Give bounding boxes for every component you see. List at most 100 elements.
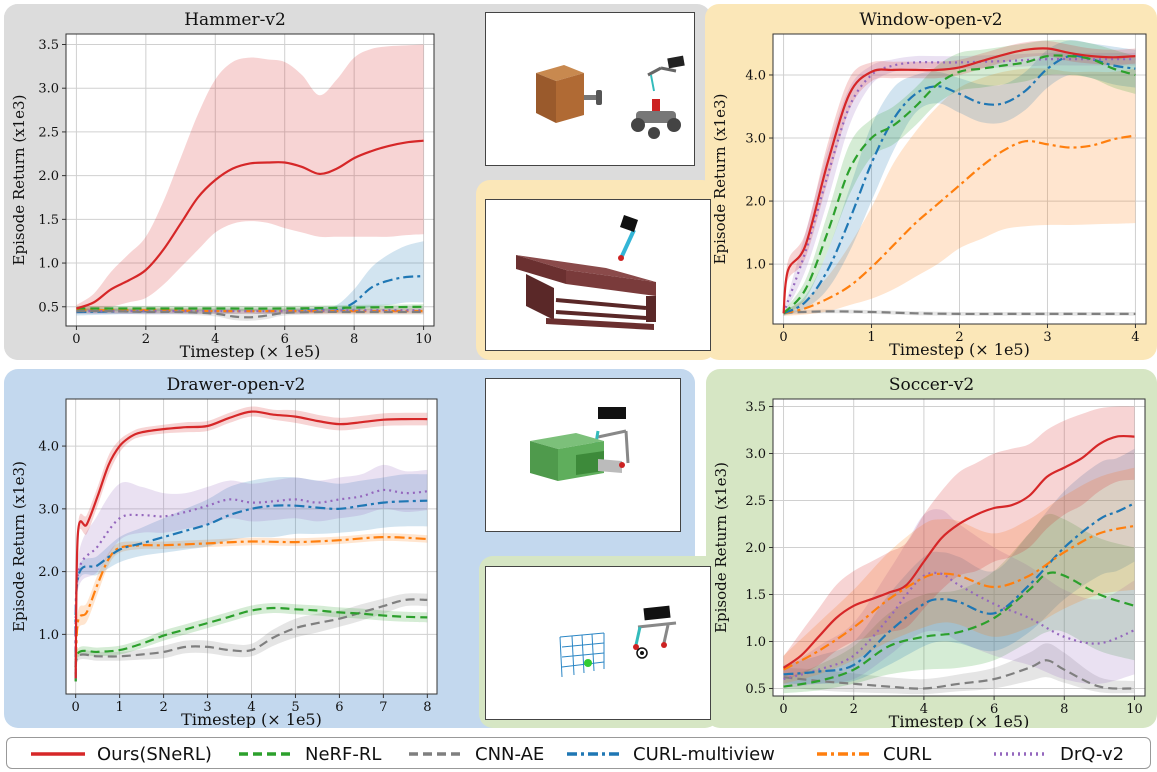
x-tick-label: 3 (1043, 330, 1051, 345)
y-tick-label: 1.0 (745, 635, 766, 650)
robot-gripper (667, 55, 685, 69)
soccer-goal (559, 632, 605, 678)
legend-label: NeRF-RL (305, 743, 382, 765)
x-tick-label: 10 (1126, 702, 1143, 717)
y-tick-label: 4.0 (745, 68, 766, 83)
x-tick-label: 10 (415, 332, 432, 347)
band-drq (75, 464, 428, 682)
thumbnail-soccer (485, 566, 711, 720)
x-tick-label: 0 (779, 330, 787, 345)
series-line-drq (74, 488, 428, 679)
y-tick-label: 3.0 (38, 502, 59, 517)
legend-swatch-cnn-ae (409, 752, 463, 756)
legend-item-curl-multiview: CURL-multiview (565, 743, 775, 765)
legend-swatch-nerf-rl (239, 752, 293, 756)
legend-swatch-ours (31, 752, 85, 756)
y-tick-label: 0.5 (745, 682, 766, 697)
band-ours (76, 44, 424, 312)
chart-title: Drawer-open-v2 (166, 375, 306, 395)
thumbnail-window-open (485, 199, 711, 351)
chart-title: Soccer-v2 (888, 375, 975, 395)
series-line-drq (783, 571, 1135, 681)
series-line-curl (74, 535, 428, 679)
series-line-cnnae (74, 598, 428, 682)
y-tick-label: 1.0 (38, 257, 59, 272)
x-tick-label: 8 (423, 700, 431, 715)
x-tick-label: 2 (159, 700, 167, 715)
legend-item-curl: CURL (815, 743, 931, 765)
x-axis-label: Timestep (× 1e5) (889, 340, 1030, 359)
y-tick-label: 2.0 (745, 195, 766, 210)
band-curl (783, 68, 1136, 316)
chart-soccer: Soccer-v2 0 2 4 6 8 10 0.5 1.0 1.5 2.0 2.5 3.0 3.5 Ti… (706, 369, 1157, 728)
series-line-ours (76, 139, 424, 310)
series-line-curlmv (74, 499, 428, 679)
legend: Ours(SNeRL) NeRF-RL CNN-AE CURL-multivie… (6, 737, 1151, 769)
y-tick-label: 3.0 (745, 447, 766, 462)
legend-label: CURL (883, 743, 932, 765)
series-line-cnnae (76, 309, 424, 319)
nail-head (596, 90, 602, 105)
legend-swatch-drq-v2 (994, 752, 1048, 756)
series-line-curlmv (783, 502, 1135, 676)
chart-drawer-open: Drawer-open-v2 0 1 2 3 4 5 6 7 8 1.0 2.0 3.0 4.0 Time… (4, 369, 468, 728)
window-frame-top (516, 255, 656, 282)
x-tick-label: 1 (115, 700, 123, 715)
legend-item-nerf-rl: NeRF-RL (237, 743, 381, 765)
y-axis-label: Episode Return (x1e3) (711, 94, 729, 265)
series-line-curl (783, 134, 1136, 315)
band-nerf (783, 513, 1135, 694)
x-tick-label: 3 (203, 700, 211, 715)
wood-block-top (536, 65, 584, 81)
plot-svg: 0 1 2 3 4 1.0 2.0 3.0 4.0 Timestep (× 1e5) Episode… (711, 33, 1147, 359)
x-tick-label: 4 (1131, 330, 1139, 345)
thumbnail-hammer (485, 12, 695, 166)
legend-label: CURL-multiview (633, 743, 775, 765)
legend-item-cnn-ae: CNN-AE (407, 743, 544, 765)
y-axis-label: Episode Return (x1e3) (10, 461, 28, 632)
y-tick-label: 2.5 (38, 125, 59, 140)
band-drq (783, 509, 1135, 689)
nail-shaft (584, 95, 598, 100)
robot-gripper (643, 605, 671, 621)
plot-svg: 0 1 2 3 4 5 6 7 8 1.0 2.0 3.0 4.0 Timestep (× 1e5) Epi… (10, 398, 438, 728)
x-tick-label: 6 (335, 700, 343, 715)
x-tick-label: 8 (1060, 702, 1068, 717)
plot-svg: 0 2 4 6 8 10 0.5 1.0 1.5 2.0 2.5 3.0 3.5 Timestep (× … (712, 398, 1146, 728)
x-tick-label: 4 (920, 702, 928, 717)
legend-item-drq-v2: DrQ-v2 (992, 743, 1124, 765)
x-tick-label: 4 (247, 700, 255, 715)
x-tick-label: 2 (955, 330, 963, 345)
robot-gripper (598, 407, 626, 419)
band-curlmv (783, 448, 1135, 685)
window-frame-front (516, 255, 566, 284)
series-line-nerf (782, 54, 1136, 315)
band-curlmv (75, 474, 428, 682)
band-nerf (783, 39, 1136, 316)
plot-area (66, 34, 434, 326)
chart-window-open: Window-open-v2 0 1 2 3 4 1.0 2.0 3.0 4.0 Timestep… (705, 4, 1157, 360)
drawer-box-top (530, 433, 604, 449)
chart-title: Window-open-v2 (859, 10, 1003, 30)
robot-gripper (620, 215, 638, 232)
y-tick-label: 3.0 (38, 82, 59, 97)
series-line-nerf (74, 606, 428, 682)
series-line-curl (782, 524, 1135, 671)
y-tick-label: 2.0 (745, 541, 766, 556)
legend-label: CNN-AE (475, 743, 545, 765)
legend-label: Ours(SNeRL) (97, 743, 212, 765)
band-cnnae (783, 643, 1135, 695)
plot-frame (65, 398, 438, 695)
x-axis-label: Timestep (× 1e5) (181, 710, 322, 728)
series-line-ours (782, 434, 1135, 669)
y-tick-label: 2.0 (38, 169, 59, 184)
legend-item-ours: Ours(SNeRL) (29, 743, 212, 765)
y-tick-label: 1.5 (745, 588, 766, 603)
series-line-nerf (783, 571, 1135, 688)
wood-block-side (556, 73, 584, 123)
series-line-nerf (76, 305, 424, 310)
plot-svg: 0 2 4 6 8 10 0.5 1.0 1.5 2.0 2.5 3.0 3.5 Timestep (× … (10, 33, 435, 360)
x-tick-label: 0 (779, 702, 787, 717)
y-tick-label: 3.0 (745, 132, 766, 147)
plot-frame (772, 33, 1147, 325)
